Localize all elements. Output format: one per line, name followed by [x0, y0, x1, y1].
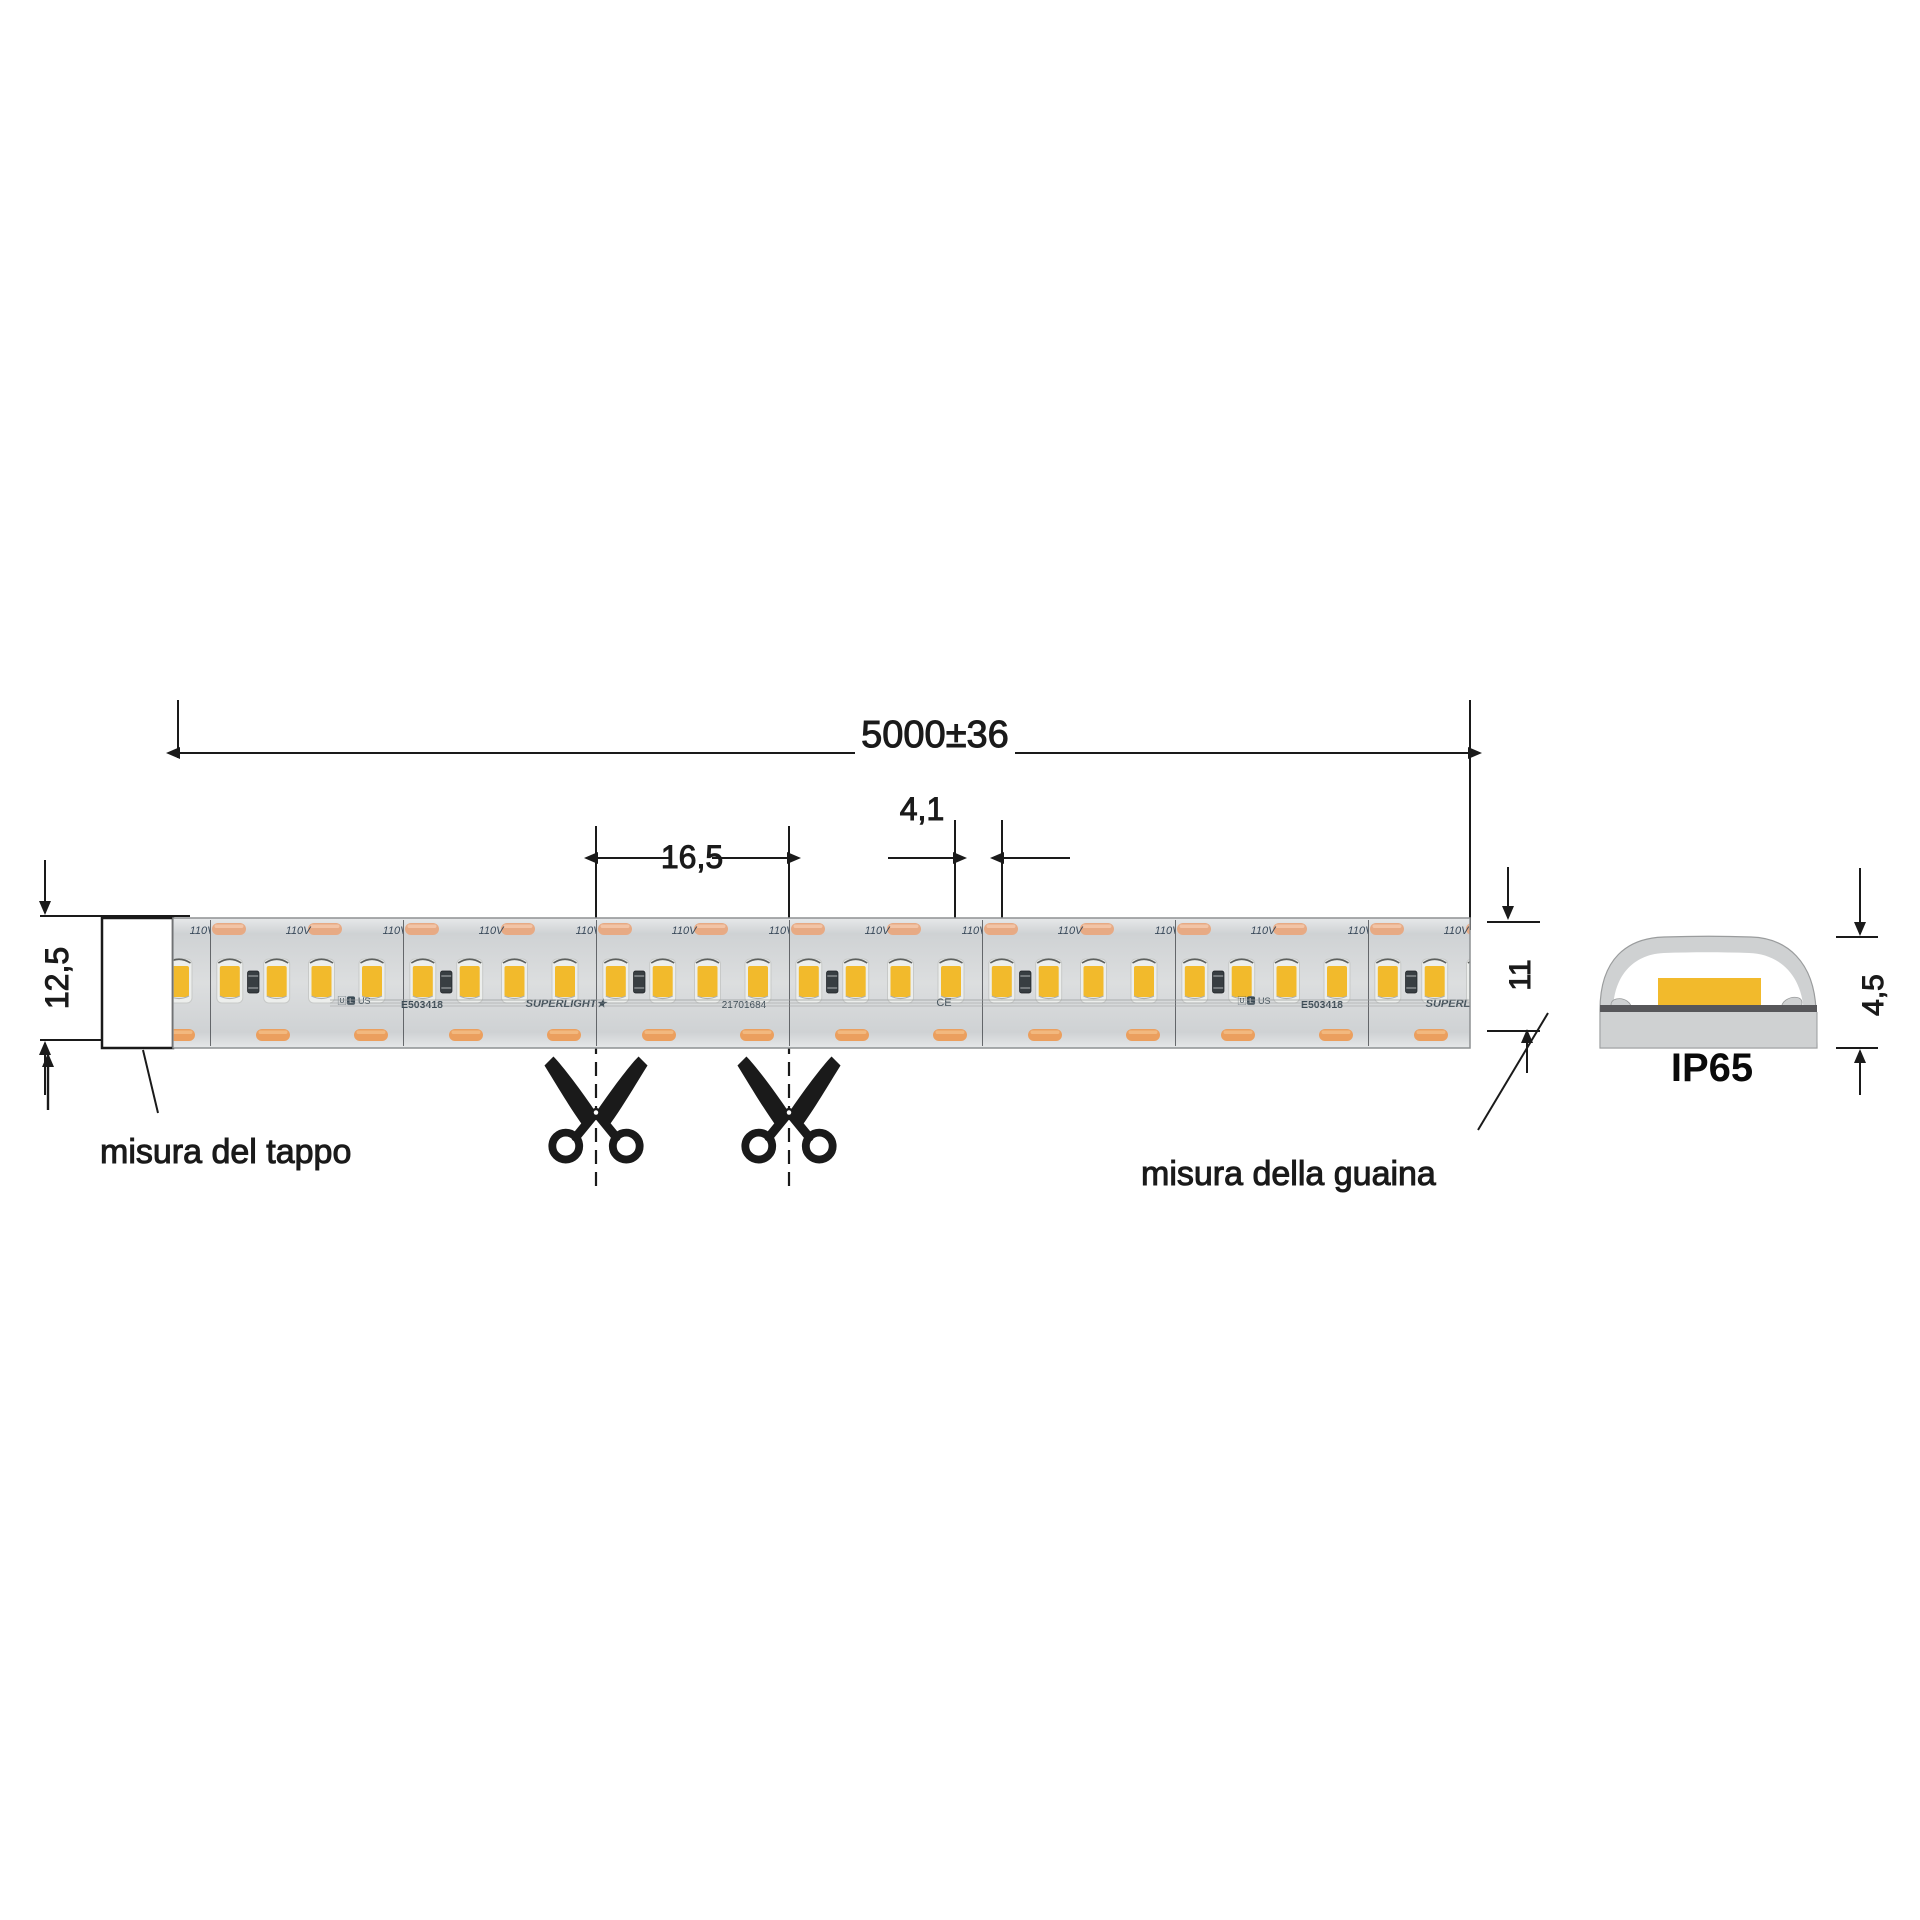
svg-text:5000±36: 5000±36 [861, 714, 1009, 756]
svg-text:🅄🅻 US: 🅄🅻 US [1237, 996, 1270, 1006]
svg-text:IP65: IP65 [1671, 1046, 1753, 1090]
svg-text:4,5: 4,5 [1857, 974, 1890, 1016]
svg-text:12,5: 12,5 [39, 947, 75, 1009]
svg-text:16,5: 16,5 [661, 839, 723, 875]
svg-text:4,1: 4,1 [900, 791, 944, 827]
svg-text:21701684: 21701684 [722, 1000, 767, 1011]
svg-text:🅄🅻 US: 🅄🅻 US [337, 996, 370, 1006]
svg-text:E503418: E503418 [401, 999, 443, 1011]
svg-text:misura della guaina: misura della guaina [1141, 1155, 1436, 1193]
svg-text:misura del tappo: misura del tappo [100, 1133, 351, 1171]
svg-text:E503418: E503418 [1301, 999, 1343, 1011]
svg-text:11: 11 [1504, 959, 1537, 990]
